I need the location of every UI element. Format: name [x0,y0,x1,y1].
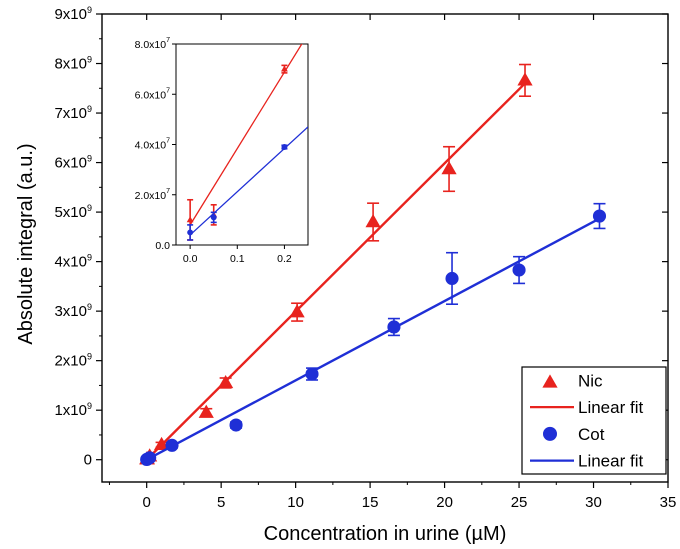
inset-y-tick-label: 8.0x107 [135,37,171,51]
y-tick-label: 4x109 [54,253,92,271]
y-tick-label: 5x109 [54,203,92,221]
main-cot-point [592,209,607,223]
legend-nic-marker [542,374,558,388]
inset-x-tick-label: 0.1 [230,253,245,265]
y-tick-label: 0 [84,452,92,469]
inset-cot-fit-line [189,126,308,236]
inset-nic-point [186,216,194,223]
inset-x-tick-label: 0.0 [183,253,198,265]
x-tick-label: 20 [436,494,453,511]
inset-cot-point [281,144,288,150]
inset-cot-point [187,229,194,236]
main-nic-point [198,404,214,418]
main-cot-point [305,367,319,381]
y-tick-label: 6x109 [54,154,92,172]
main-cot-point [229,418,243,432]
main-nic-point [441,161,457,175]
legend-label: Linear fit [578,398,643,417]
main-cot-point [387,320,401,334]
y-tick-label: 7x109 [54,104,92,122]
main-series-group [139,63,607,467]
x-tick-label: 15 [362,494,379,511]
main-cot-point [445,271,459,286]
main-plot-area: 0 5 10 15 20 25 30 35 0 1x109 2x109 3x109 4x109 5x109… [54,5,676,511]
inset-y-tick-label: 0.0 [155,240,170,252]
x-axis-label: Concentration in urine (µM) [264,523,507,545]
y-tick-label: 2x109 [54,352,92,370]
x-tick-label: 0 [143,494,151,511]
main-cot-point [512,263,526,277]
main-nic-point [365,214,381,228]
x-tick-label: 5 [217,494,225,511]
inset-nic-point [281,65,288,72]
y-tick-label: 3x109 [54,302,92,320]
inset-y-tick-label: 2.0x107 [135,188,171,202]
legend-label: Cot [578,425,605,444]
x-tick-label: 25 [511,494,528,511]
main-plot-frame [101,13,669,483]
inset-plot-area: 0.0 0.1 0.2 0.0 2.0x107 4.0x107 6.0x107 8.0x107 [135,37,309,265]
main-nic-point [289,304,305,318]
y-tick-label: 1x109 [54,401,92,419]
main-nic-fit-line [145,82,526,461]
legend-cot-marker [543,426,557,441]
inset-x-tick-label: 0.2 [277,253,292,265]
main-cot-point [165,438,179,452]
inset-y-tick-label: 6.0x107 [135,87,171,101]
inset-series-group [186,44,308,241]
y-tick-label: 9x109 [54,5,92,23]
main-cot-fit-line [146,217,601,461]
main-cot-point [143,451,157,465]
y-tick-label: 8x109 [54,55,92,73]
inset-nic-fit-line [189,44,303,226]
main-nic-point [153,436,170,451]
legend-label: Linear fit [578,452,643,471]
legend-label: Nic [578,371,603,390]
main-nic-point [517,72,533,86]
x-tick-label: 10 [287,494,304,511]
main-nic-point [218,374,234,389]
x-tick-label: 35 [660,494,677,511]
legend: Nic Linear fit Cot Linear fit [521,366,667,475]
x-tick-label: 30 [585,494,602,511]
inset-y-tick-label: 4.0x107 [135,138,171,152]
y-axis-label: Absolute integral (a.u.) [15,143,37,344]
inset-cot-point [210,214,217,221]
